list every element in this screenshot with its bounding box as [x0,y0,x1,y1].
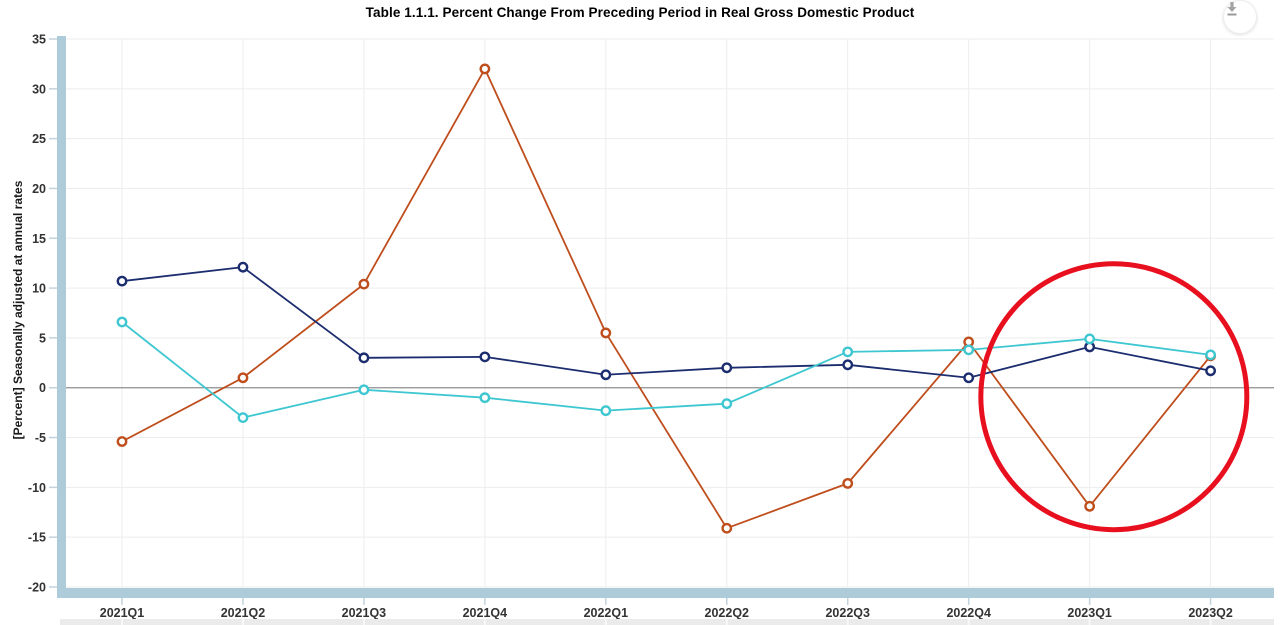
data-point-navy-line-2021Q1[interactable] [116,275,128,287]
data-point-teal-line-2021Q2[interactable] [237,412,249,424]
bottom-strip-gap [725,619,728,625]
bottom-strip-gap [1209,619,1212,625]
y-tick-label: 25 [32,132,46,146]
bottom-strip-gap [121,619,123,625]
y-tick-label: 10 [32,282,46,296]
y-axis-title: [Percent] Seasonally adjusted at annual … [11,180,25,440]
data-point-teal-line-2022Q4[interactable] [963,344,975,356]
highlight-annotation-circle [978,261,1250,533]
y-tick-label: -10 [28,481,46,495]
data-point-teal-line-2023Q1[interactable] [1084,333,1096,345]
x-tick-label: 2021Q3 [342,606,387,620]
bottom-strip-gap [241,619,244,625]
x-tick-label: 2022Q4 [946,606,991,620]
data-point-orange-line-2023Q1[interactable] [1084,500,1096,512]
data-point-orange-line-2022Q1[interactable] [600,327,612,339]
y-tick-label: 5 [39,331,46,345]
x-axis-bar [57,588,1274,598]
download-icon [1227,2,1237,16]
data-point-navy-line-2021Q3[interactable] [358,352,370,364]
chart-title: Table 1.1.1. Percent Change From Precedi… [365,5,915,20]
x-tick-label: 2022Q2 [705,606,750,620]
x-tick-label: 2021Q4 [463,606,508,620]
data-point-navy-line-2022Q2[interactable] [721,362,733,374]
data-point-orange-line-2022Q3[interactable] [842,477,854,489]
x-tick-label: 2023Q1 [1067,606,1112,620]
series-path-teal-line [121,321,1211,419]
bottom-strip-gap [604,619,607,625]
y-tick-label: -5 [35,431,46,445]
data-point-navy-line-2022Q3[interactable] [842,359,854,371]
data-point-orange-line-2021Q4[interactable] [479,63,491,75]
y-tick-label: -20 [28,581,46,595]
y-tick-label: -15 [28,531,46,545]
x-tick-label: 2021Q1 [100,606,145,620]
data-point-navy-line-2023Q2[interactable] [1205,365,1216,377]
y-tick-label: 15 [32,232,46,246]
data-point-navy-line-2022Q4[interactable] [963,372,975,384]
data-point-navy-line-2021Q2[interactable] [237,261,249,273]
y-tick-label: 30 [32,82,46,96]
data-point-teal-line-2022Q1[interactable] [600,405,612,417]
data-point-navy-line-2021Q4[interactable] [479,351,491,363]
data-point-teal-line-2021Q1[interactable] [116,316,128,328]
y-axis-bar [57,36,66,598]
data-point-orange-line-2022Q2[interactable] [721,522,733,534]
bottom-strip-gap [846,619,849,625]
data-point-teal-line-2022Q2[interactable] [721,398,733,410]
x-tick-label: 2021Q2 [221,606,266,620]
data-point-teal-line-2021Q4[interactable] [479,392,491,404]
series-path-orange-line [121,67,1212,530]
data-point-teal-line-2021Q3[interactable] [358,384,370,396]
data-point-teal-line-2023Q2[interactable] [1205,349,1216,361]
y-tick-label: 20 [32,182,46,196]
x-tick-label: 2023Q2 [1188,606,1233,620]
y-tick-label: 35 [32,33,46,47]
data-point-teal-line-2022Q3[interactable] [842,346,854,358]
x-tick-label: 2022Q3 [825,606,870,620]
download-button[interactable] [1223,0,1257,34]
bottom-strip-gap [483,619,486,625]
data-point-orange-line-2021Q2[interactable] [237,372,249,384]
bottom-strip-gap [967,619,970,625]
x-tick-label: 2022Q1 [584,606,629,620]
data-point-orange-line-2021Q3[interactable] [358,278,370,290]
data-point-orange-line-2021Q1[interactable] [116,436,128,447]
y-tick-label: 0 [39,381,46,395]
bottom-strip-gap [362,619,365,625]
bottom-table-edge [60,619,1274,625]
data-point-navy-line-2022Q1[interactable] [600,369,612,381]
series-path-navy-line [121,266,1211,379]
bottom-strip-gap [1088,619,1091,625]
